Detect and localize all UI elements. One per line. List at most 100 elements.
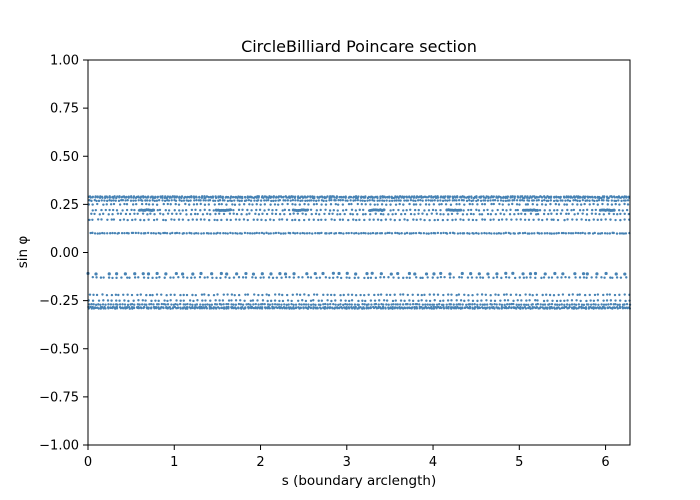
scatter-point [328,276,331,279]
scatter-point [515,203,519,206]
scatter-point [374,276,378,280]
scatter-point [123,202,126,206]
scatter-point [472,196,476,200]
scatter-point [456,232,460,235]
scatter-point [371,199,374,202]
scatter-point [269,196,272,199]
scatter-point [489,196,492,199]
scatter-point [131,203,135,206]
scatter-point [247,307,250,310]
scatter-point [357,276,360,279]
scatter-point [134,218,137,221]
scatter-point [390,232,394,235]
scatter-point [380,232,384,235]
scatter-point [556,218,560,222]
x-tick-label: 5 [515,455,523,470]
scatter-point [399,199,402,202]
scatter-point [485,232,488,235]
scatter-point [364,212,367,216]
scatter-point [507,306,510,310]
scatter-point [369,306,372,310]
scatter-point [623,293,626,296]
scatter-point [237,208,241,212]
scatter-point [433,199,436,202]
scatter-point [227,307,230,310]
scatter-point [585,213,589,216]
scatter-point [273,293,277,296]
scatter-point [137,276,140,279]
scatter-point [565,196,568,199]
scatter-point [363,196,367,199]
scatter-point [297,276,300,279]
scatter-point [492,218,495,221]
scatter-point [110,299,113,302]
scatter-point [432,272,436,276]
scatter-point [169,299,172,302]
scatter-point [345,231,348,235]
scatter-point [455,199,458,202]
scatter-point [512,299,515,303]
scatter-point [208,218,211,222]
scatter-point [346,199,349,202]
scatter-point [340,196,343,199]
scatter-point [531,303,534,306]
scatter-point [558,303,561,306]
scatter-point [546,299,549,302]
scatter-point [517,212,520,216]
scatter-point [255,231,258,235]
scatter-point [174,199,178,203]
scatter-point [331,307,334,310]
scatter-point [409,212,413,216]
scatter-point [506,299,510,302]
scatter-point [583,293,587,297]
scatter-point [419,276,422,280]
scatter-point [212,209,215,212]
scatter-point [499,212,502,215]
scatter-point [149,196,152,199]
scatter-point [343,212,346,216]
scatter-point [625,302,629,306]
scatter-point [203,293,206,296]
scatter-point [388,199,391,203]
scatter-point [252,303,255,306]
scatter-point [261,299,265,302]
scatter-point [553,196,556,199]
scatter-point [504,271,508,275]
scatter-point [163,231,167,235]
scatter-point [553,271,557,276]
scatter-point [140,306,143,310]
scatter-point [139,293,142,296]
scatter-point [481,218,484,221]
scatter-point [322,199,325,203]
scatter-point [123,299,126,302]
scatter-point [125,208,129,212]
scatter-point [465,303,468,307]
scatter-point [389,209,392,212]
scatter-point [500,218,504,221]
scatter-point [365,307,368,310]
scatter-point [469,272,473,276]
scatter-point [507,203,510,206]
scatter-point [571,293,574,296]
scatter-point [490,232,493,235]
scatter-point [209,213,212,216]
scatter-point [532,218,535,222]
scatter-point [195,218,199,221]
scatter-point [97,303,100,306]
scatter-point [382,303,385,306]
scatter-point [151,293,154,297]
scatter-point [468,303,472,306]
scatter-point [368,199,371,202]
scatter-point [510,196,514,199]
scatter-point [163,196,167,200]
scatter-point [265,196,268,199]
scatter-point [393,307,396,310]
scatter-point [250,306,253,310]
scatter-point [155,271,159,276]
scatter-point [522,303,526,306]
scatter-point [207,203,211,206]
scatter-point [329,293,333,297]
scatter-point [526,203,530,206]
scatter-point [157,199,161,202]
scatter-point [222,303,225,306]
